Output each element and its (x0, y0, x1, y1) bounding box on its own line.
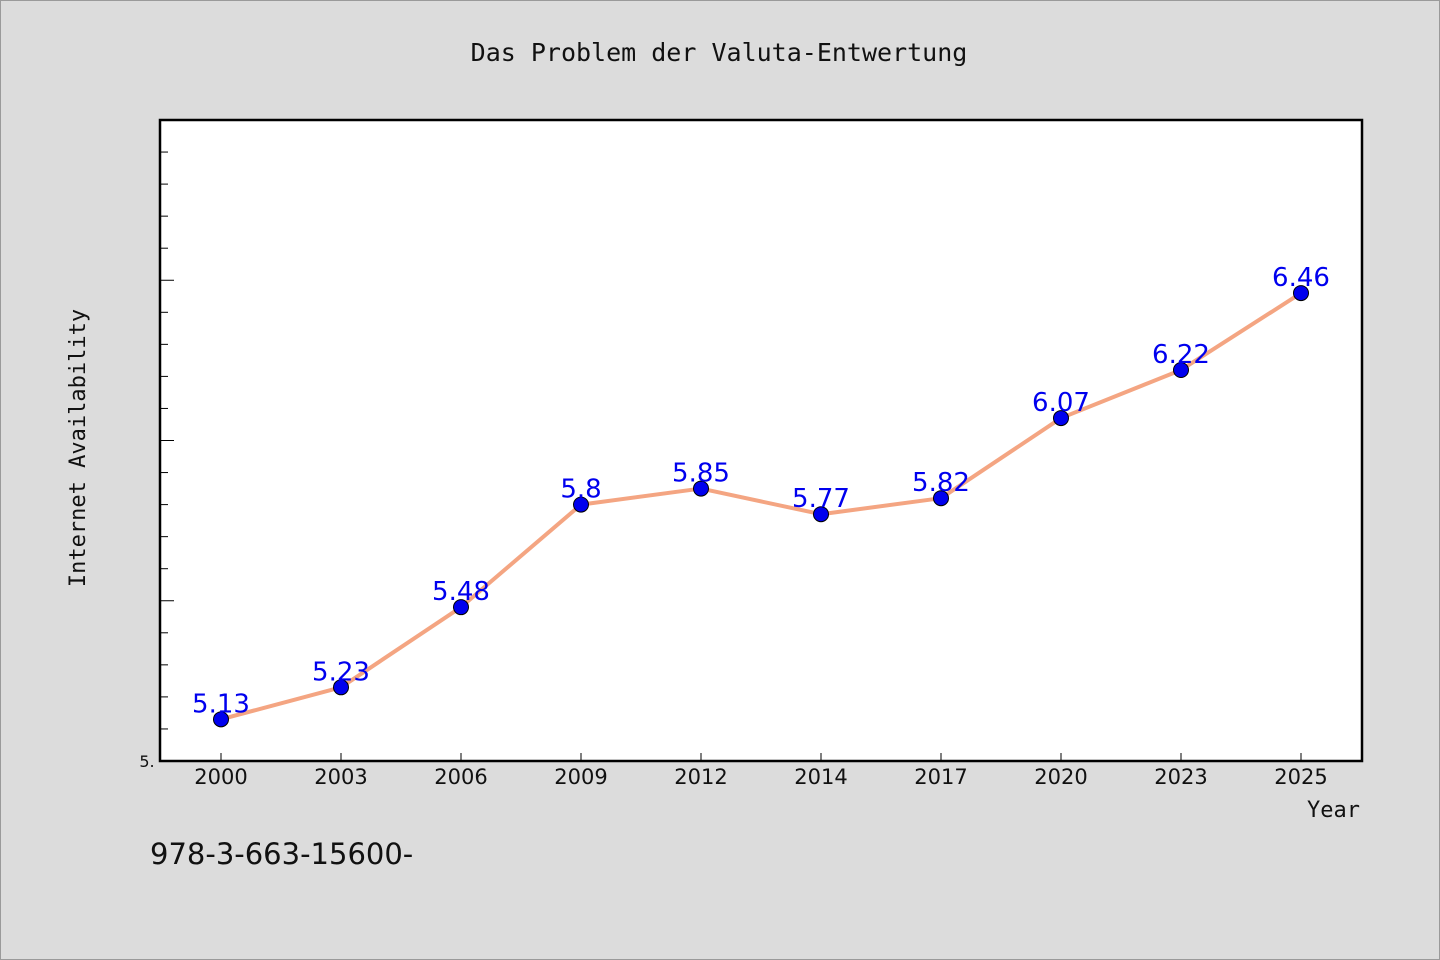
data-label: 6.46 (1272, 263, 1330, 293)
data-label: 6.07 (1032, 388, 1090, 418)
data-label: 5.48 (432, 577, 490, 607)
x-tick-label: 2025 (1274, 765, 1327, 789)
data-point (1173, 361, 1189, 378)
x-tick-label: 2020 (1034, 765, 1087, 789)
x-tick-label: 2012 (674, 765, 727, 789)
data-label: 5.8 (560, 475, 601, 505)
data-label: 5.23 (312, 657, 370, 687)
y-axis-ticks (160, 151, 174, 730)
series-line (219, 291, 1303, 722)
data-point (813, 506, 829, 523)
chart-title: Das Problem der Valuta-Entwertung (471, 38, 968, 67)
x-tick-label: 2009 (554, 765, 607, 789)
y-tick-label: 5. (139, 752, 154, 771)
data-point (333, 679, 349, 696)
data-point (213, 711, 229, 728)
data-label: 5.85 (672, 459, 730, 489)
data-point (573, 496, 589, 513)
data-label: 5.13 (192, 689, 250, 719)
data-point (933, 490, 949, 507)
series-layer: 5.13 5.23 5.48 5.8 5.85 5.77 5.82 6.07 6.22 6.46 (192, 263, 1330, 728)
y-axis-label: Internet Availability (66, 309, 91, 587)
x-tick-label: 2014 (794, 765, 847, 789)
x-tick-label: 2023 (1154, 765, 1207, 789)
data-point (453, 599, 469, 616)
data-point (693, 480, 709, 497)
x-tick-label: 2006 (434, 765, 487, 789)
x-tick-label: 2017 (914, 765, 967, 789)
data-point (1053, 410, 1069, 427)
plot-area (158, 118, 1364, 763)
data-label: 5.77 (792, 484, 850, 514)
data-label: 5.82 (912, 468, 970, 498)
data-label: 6.22 (1152, 340, 1210, 370)
data-point (1293, 285, 1309, 302)
x-axis-ticks: 2000 2003 2006 2009 2012 2014 2017 2020 2023 2025 (194, 753, 1328, 789)
footer-note: 978-3-663-15600- (150, 837, 414, 871)
x-tick-label: 2000 (194, 765, 247, 789)
x-axis-label: Year (1307, 798, 1360, 823)
x-tick-label: 2003 (314, 765, 367, 789)
